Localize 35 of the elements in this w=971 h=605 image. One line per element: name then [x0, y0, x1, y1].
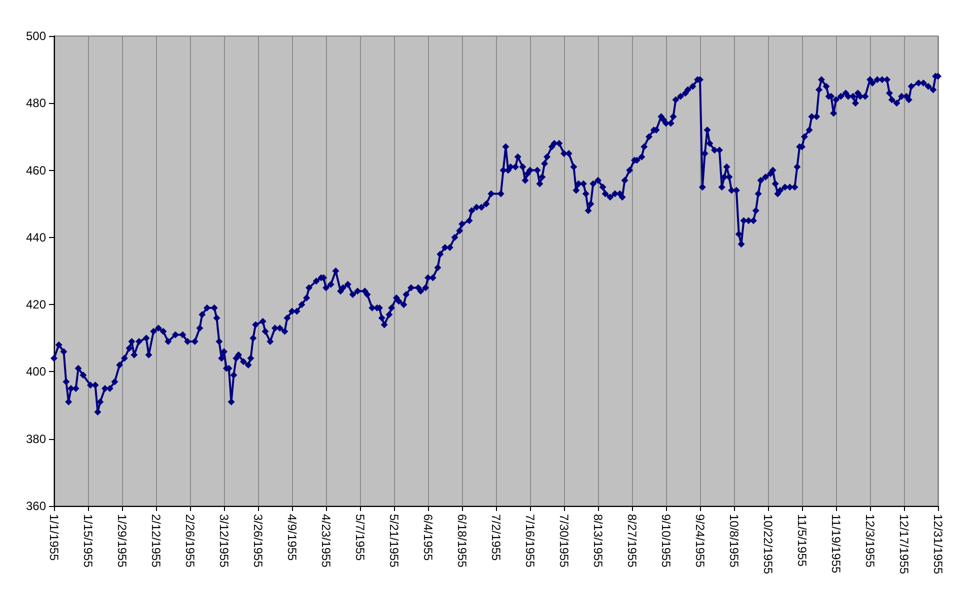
y-tick-label: 420 [26, 298, 46, 312]
y-tick-label: 500 [26, 29, 46, 43]
x-tick-label: 4/9/1955 [285, 514, 299, 562]
x-tick-label: 1/1/1955 [47, 514, 61, 562]
x-tick-label: 11/5/1955 [795, 514, 809, 567]
x-tick-label: 12/17/1955 [897, 514, 911, 574]
y-tick-label: 480 [26, 96, 46, 110]
x-tick-label: 7/16/1955 [523, 514, 537, 568]
x-tick-label: 7/2/1955 [489, 514, 503, 562]
x-tick-label: 2/26/1955 [183, 514, 197, 568]
x-tick-label: 7/30/1955 [557, 514, 571, 568]
x-tick-label: 12/31/1955 [931, 514, 945, 574]
y-tick-label: 380 [26, 432, 46, 446]
x-tick-label: 1/29/1955 [115, 514, 129, 568]
x-tick-label: 8/27/1955 [625, 514, 639, 568]
x-tick-label: 9/24/1955 [693, 514, 707, 568]
x-tick-label: 6/4/1955 [421, 514, 435, 562]
x-tick-label: 3/12/1955 [217, 514, 231, 568]
x-tick-label: 2/12/1955 [149, 514, 163, 568]
x-tick-label: 4/23/1955 [319, 514, 333, 568]
x-tick-label: 6/18/1955 [455, 514, 469, 568]
x-tick-label: 1/15/1955 [81, 514, 95, 568]
x-tick-label: 12/3/1955 [863, 514, 877, 568]
x-tick-label: 10/8/1955 [727, 514, 741, 568]
x-tick-label: 11/19/1955 [829, 514, 843, 574]
y-tick-label: 400 [26, 364, 46, 379]
x-tick-label: 5/21/1955 [387, 514, 401, 568]
x-tick-label: 5/7/1955 [353, 514, 367, 562]
y-tick-label: 460 [26, 163, 46, 178]
y-tick-label: 360 [26, 499, 46, 513]
y-tick-label: 440 [26, 230, 46, 244]
x-tick-label: 8/13/1955 [591, 514, 605, 568]
x-tick-label: 10/22/1955 [761, 514, 775, 574]
x-tick-label: 3/26/1955 [251, 514, 265, 568]
x-tick-label: 9/10/1955 [659, 514, 673, 568]
